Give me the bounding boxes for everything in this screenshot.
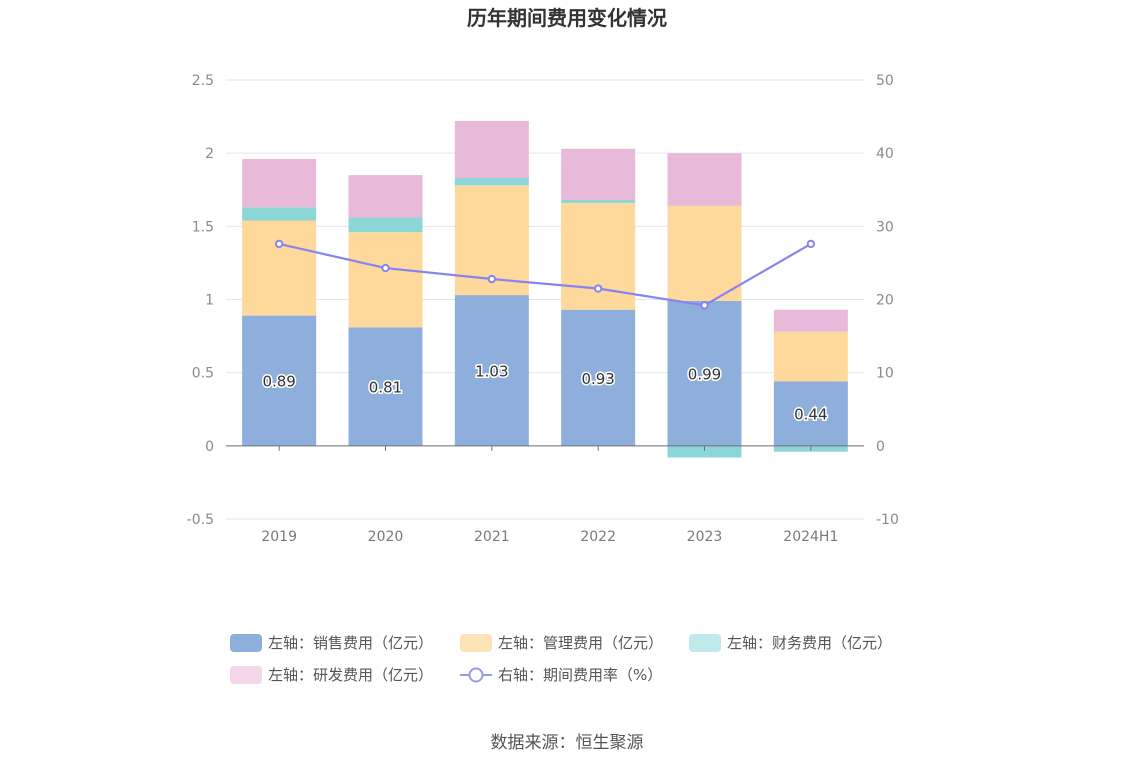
data-label: 0.81 [369, 379, 402, 397]
left-axis: -0.5 0 0.5 1 1.5 2 2.5 [187, 73, 214, 528]
left-tick-label: 2 [205, 146, 214, 162]
bar-segment[interactable] [348, 232, 423, 328]
right-tick-label: 50 [876, 73, 894, 89]
bar-segment[interactable] [242, 220, 317, 316]
data-label: 1.03 [475, 362, 508, 380]
data-label: 0.44 [794, 406, 827, 424]
legend-swatch [230, 666, 262, 684]
rate-point[interactable] [274, 239, 284, 249]
bar-segment[interactable] [242, 207, 317, 221]
bar-segment[interactable] [242, 159, 317, 208]
bar-segment[interactable] [348, 327, 423, 446]
legend-swatch [689, 634, 721, 652]
bar-segment[interactable] [667, 205, 742, 301]
data-label: 0.93 [581, 370, 614, 388]
bar-segment[interactable] [561, 148, 636, 200]
legend-item[interactable]: 左轴：财务费用（亿元） [689, 634, 892, 652]
legend[interactable]: 左轴：销售费用（亿元） 左轴：管理费用（亿元） 左轴：财务费用（亿元） 左轴：研发费用… [230, 634, 892, 684]
rate-point[interactable] [593, 284, 603, 293]
category-label: 2023 [687, 529, 723, 545]
right-axis: -10 0 10 20 30 40 50 [876, 73, 899, 528]
category-label: 2020 [368, 529, 404, 545]
legend-item[interactable]: 左轴：销售费用（亿元） [230, 634, 433, 652]
bar-segment[interactable] [561, 199, 636, 203]
rate-point[interactable] [487, 274, 497, 284]
data-label: 0.99 [688, 365, 721, 383]
right-tick-label: -10 [876, 512, 899, 528]
left-tick-label: 1 [205, 293, 214, 309]
right-tick-label: 20 [876, 293, 894, 309]
rate-point[interactable] [806, 239, 816, 249]
bar-segment[interactable] [454, 295, 529, 446]
legend-item[interactable]: 左轴：研发费用（亿元） [230, 666, 433, 684]
category-labels: 2019 2020 2021 2022 2023 2024H1 [261, 529, 838, 545]
right-tick-label: 30 [876, 219, 894, 235]
right-tick-label: 10 [876, 366, 894, 382]
legend-swatch [460, 634, 492, 652]
bar-segment[interactable] [348, 175, 423, 218]
legend-item[interactable]: 左轴：管理费用（亿元） [460, 634, 663, 652]
data-labels: 0.89 0.81 1.03 0.93 0.99 0.44 [261, 361, 829, 425]
legend-label: 左轴：管理费用（亿元） [498, 634, 663, 652]
left-tick-label: 0 [205, 439, 214, 455]
bar-segment[interactable] [773, 331, 848, 382]
bar-segment[interactable] [454, 120, 529, 179]
left-tick-label: -0.5 [187, 512, 214, 528]
bar-segment[interactable] [454, 178, 529, 186]
category-label: 2022 [580, 529, 616, 545]
source-note: 数据来源：恒生聚源 [491, 733, 644, 753]
category-label: 2024H1 [783, 529, 838, 545]
bar-segment[interactable] [773, 381, 848, 446]
bar-segment[interactable] [242, 315, 317, 446]
bar-segment[interactable] [667, 153, 742, 206]
right-tick-label: 40 [876, 146, 894, 162]
bar-segment[interactable] [667, 300, 742, 446]
legend-swatch [230, 634, 262, 652]
rate-line [274, 239, 816, 310]
bar-segment[interactable] [348, 217, 423, 233]
x-axis [226, 445, 864, 451]
bar-segment[interactable] [561, 309, 636, 446]
grid-lines [226, 79, 864, 520]
rate-point[interactable] [381, 263, 390, 273]
bar-segment[interactable] [773, 309, 848, 332]
legend-label: 左轴：销售费用（亿元） [268, 634, 433, 652]
bars [242, 120, 848, 458]
legend-label: 左轴：研发费用（亿元） [268, 666, 433, 684]
legend-label: 右轴：期间费用率（%） [498, 666, 662, 684]
legend-label: 左轴：财务费用（亿元） [727, 634, 892, 652]
left-tick-label: 1.5 [192, 219, 214, 235]
category-label: 2021 [474, 529, 510, 545]
chart-title: 历年期间费用变化情况 [467, 6, 667, 30]
bar-segment[interactable] [667, 445, 742, 458]
data-label: 0.89 [262, 373, 295, 391]
legend-marker [468, 667, 484, 683]
left-tick-label: 2.5 [192, 73, 214, 89]
legend-item[interactable]: 右轴：期间费用率（%） [460, 666, 662, 684]
rate-point[interactable] [700, 301, 709, 310]
right-tick-label: 0 [876, 439, 885, 455]
left-tick-label: 0.5 [192, 366, 214, 382]
category-label: 2019 [261, 529, 297, 545]
rate-line-path [278, 242, 812, 307]
